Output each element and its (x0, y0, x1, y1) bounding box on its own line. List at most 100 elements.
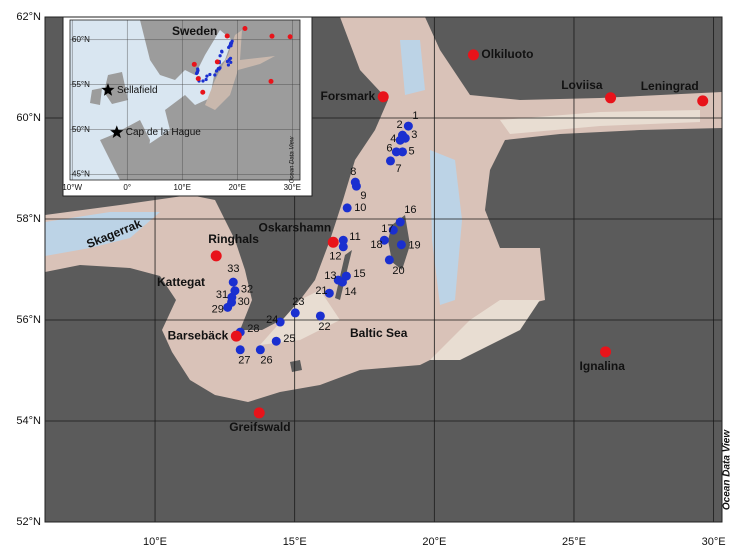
inset-watermark: Ocean Data View (290, 136, 296, 183)
station-label: 10 (354, 202, 366, 214)
inset-station-marker (220, 50, 224, 54)
station-label: 24 (266, 314, 278, 326)
inset-x-tick-label: 0° (123, 183, 131, 192)
inset-site-marker (287, 34, 293, 40)
station-label: 27 (238, 355, 250, 367)
station-marker (271, 336, 281, 346)
inset-site-marker (191, 61, 197, 67)
inset-station-marker (218, 66, 222, 70)
station-marker (324, 288, 334, 298)
region-label: Baltic Sea (350, 326, 408, 340)
inset-site-marker (269, 33, 275, 39)
station-marker (315, 311, 325, 321)
y-tick-label: 52°N (16, 516, 41, 528)
source-label: Cap de la Hague (126, 127, 201, 138)
inset-baltic (205, 30, 275, 110)
inset-site-marker (195, 76, 201, 82)
map-frame (44, 16, 723, 523)
y-tick-label: 58°N (16, 213, 41, 225)
site-label: Olkiluoto (481, 47, 533, 61)
shallow-sea (260, 110, 700, 360)
inset-x-tick-label: 10°W (62, 183, 82, 192)
station-label: 21 (315, 285, 327, 297)
site-label: Greifswald (229, 420, 290, 434)
inset-station-marker (218, 54, 222, 58)
inset-station-marker (201, 79, 205, 83)
station-marker (384, 255, 394, 265)
station-label: 31 (216, 289, 228, 301)
station-marker (396, 240, 406, 250)
station-marker (403, 121, 413, 131)
site-label: Oskarshamn (259, 220, 332, 234)
site-marker (605, 92, 617, 104)
station-label: 8 (350, 166, 356, 178)
station-label: 28 (247, 323, 259, 335)
inset-station-marker (226, 63, 231, 67)
inset-station-marker (214, 69, 219, 73)
station-label: 2 (396, 119, 402, 131)
station-label: 25 (283, 333, 295, 345)
inset-y-tick-label: 60°N (72, 35, 90, 44)
station-marker (395, 135, 405, 145)
source-marker (110, 125, 124, 138)
y-tick-label: 62°N (16, 11, 41, 23)
inset-site-marker (242, 26, 248, 32)
x-tick-label: 15°E (283, 536, 307, 548)
inset-station-marker (204, 77, 208, 82)
station-marker (228, 277, 238, 287)
inset-x-tick-label: 10°E (174, 183, 191, 192)
inset-label: Sweden (172, 24, 217, 38)
watermark: Ocean Data View (722, 429, 733, 510)
site-label: Forsmark (321, 89, 376, 103)
station-marker (379, 235, 389, 245)
station-label: 15 (353, 268, 365, 280)
inset-x-tick-label: 30°E (284, 183, 301, 192)
x-tick-label: 10°E (143, 536, 167, 548)
y-tick-label: 54°N (16, 415, 41, 427)
station-marker (388, 225, 398, 235)
inset-site-marker (200, 89, 206, 95)
site-marker (467, 49, 479, 61)
site-marker (327, 236, 339, 248)
station-label: 12 (329, 251, 341, 263)
site-marker (377, 91, 389, 103)
site-label: Ringhals (208, 232, 259, 246)
inset-station-marker (208, 72, 212, 77)
station-label: 11 (349, 231, 360, 243)
y-tick-label: 56°N (16, 314, 41, 326)
inset-x-tick-label: 20°E (229, 183, 246, 192)
site-marker (697, 95, 709, 107)
deep-sea (45, 40, 462, 305)
inset-map: 10°W 0° 10°E 20°E 30°E 45°N 50°N 55°N 60°N Swede… (62, 16, 313, 197)
station-marker (342, 203, 352, 213)
inset-station-marker (196, 67, 200, 71)
source-label: Sellafield (117, 85, 158, 96)
site-marker (600, 346, 612, 358)
station-label: 26 (260, 355, 272, 367)
station-label: 7 (395, 163, 401, 175)
site-label: Ignalina (580, 359, 626, 373)
station-marker (385, 156, 395, 166)
station-marker (230, 286, 240, 296)
inset-station-marker (227, 45, 231, 50)
station-marker (338, 235, 348, 245)
site-label: Leningrad (641, 79, 699, 93)
station-label: 33 (227, 263, 239, 275)
inset-station-marker (225, 59, 230, 64)
inset-site-marker (224, 33, 230, 39)
station-label: 23 (292, 296, 304, 308)
station-label: 19 (408, 240, 420, 252)
station-marker (351, 181, 361, 191)
station-label: 22 (318, 321, 330, 333)
inset-station-marker (205, 74, 209, 78)
station-marker (395, 217, 405, 227)
inset-station-marker (213, 73, 217, 77)
inset-station-marker (229, 60, 233, 64)
x-tick-label: 25°E (562, 536, 586, 548)
station-marker (255, 345, 265, 355)
station-label: 13 (324, 270, 336, 282)
inset-y-tick-label: 45°N (72, 170, 90, 179)
station-label: 20 (392, 265, 404, 277)
bornholm (290, 360, 302, 372)
